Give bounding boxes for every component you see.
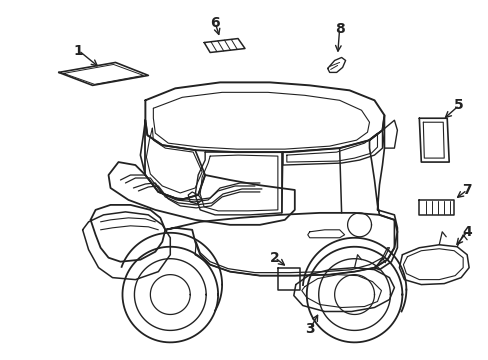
Text: 2: 2 [269, 251, 279, 265]
Text: 5: 5 [453, 98, 463, 112]
Text: 8: 8 [334, 22, 344, 36]
Text: 7: 7 [461, 183, 471, 197]
Text: 4: 4 [461, 225, 471, 239]
Text: 3: 3 [305, 323, 314, 337]
Text: 6: 6 [210, 15, 220, 30]
Text: 1: 1 [74, 44, 83, 58]
